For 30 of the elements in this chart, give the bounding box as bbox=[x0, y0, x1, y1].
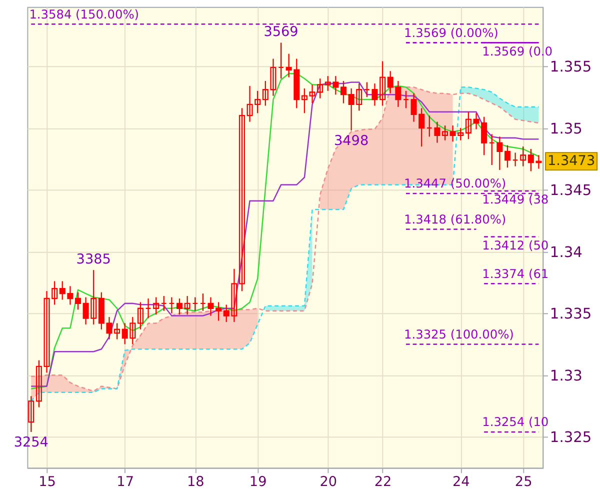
series-label: 1.3449 (38 bbox=[482, 192, 549, 207]
series-label: 1.3254 (10 bbox=[482, 415, 549, 430]
x-tick-label: 22 bbox=[374, 474, 392, 490]
y-tick-label: 1.335 bbox=[550, 306, 592, 323]
series-label: 1.3418 (61.80%) bbox=[404, 212, 506, 226]
y-tick-label: 1.345 bbox=[550, 182, 592, 200]
x-tick-label: 24 bbox=[452, 474, 470, 490]
x-tick-label: 17 bbox=[116, 474, 134, 490]
series-label: 1.3325 (100.00%) bbox=[404, 327, 514, 342]
y-tick-label: 1.325 bbox=[550, 429, 592, 446]
series-label: 1.3447 (50.00%) bbox=[404, 176, 506, 191]
x-tick-label: 15 bbox=[38, 474, 56, 490]
series-label: 1.3412 (50 bbox=[482, 238, 549, 252]
x-tick-label: 20 bbox=[320, 474, 338, 490]
series-label: 1.3584 (150.00%) bbox=[29, 7, 140, 22]
text: 1.3473 bbox=[548, 153, 596, 170]
y-tick-label: 1.33 bbox=[550, 367, 582, 384]
y-tick-label: 1.35 bbox=[550, 120, 582, 138]
annotation: 3569 bbox=[264, 24, 298, 40]
series-label: 1.3569 (0.0 bbox=[482, 44, 553, 58]
annotation: 3385 bbox=[76, 251, 111, 268]
series-label: 1.3374 (61 bbox=[482, 266, 549, 281]
annotation: 3254 bbox=[14, 434, 48, 451]
x-tick-label: 25 bbox=[514, 474, 532, 490]
series-label: 1.3569 (0.00%) bbox=[404, 26, 498, 40]
x-tick-label: 19 bbox=[249, 474, 267, 490]
annotation: 3498 bbox=[334, 133, 369, 150]
y-tick-label: 1.355 bbox=[550, 58, 592, 76]
y-tick-label: 1.34 bbox=[550, 244, 582, 261]
x-tick-label: 18 bbox=[186, 474, 204, 490]
